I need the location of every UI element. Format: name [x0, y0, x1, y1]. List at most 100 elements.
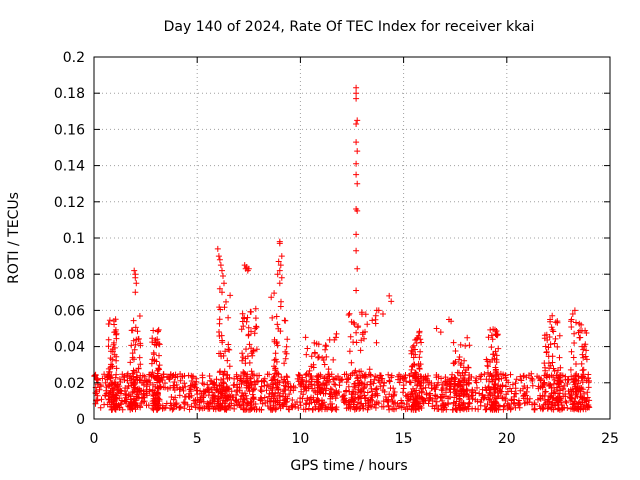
data-point: [152, 374, 159, 381]
data-point: [112, 403, 119, 410]
data-point: [548, 406, 555, 413]
data-point: [302, 400, 309, 407]
data-point: [133, 336, 140, 343]
data-point: [379, 375, 386, 382]
data-point: [152, 337, 159, 344]
data-point: [217, 389, 224, 396]
data-point: [179, 384, 186, 391]
data-point: [551, 377, 558, 383]
data-point: [353, 231, 360, 238]
data-point: [205, 392, 212, 399]
data-point: [393, 405, 400, 412]
data-point: [545, 353, 552, 360]
data-point: [433, 402, 439, 409]
data-point: [188, 378, 195, 384]
data-point: [239, 350, 246, 357]
data-point: [386, 292, 393, 299]
data-point: [243, 346, 249, 353]
data-point: [296, 372, 303, 379]
data-point: [231, 375, 238, 382]
data-point: [369, 388, 375, 395]
data-point: [153, 406, 160, 413]
data-point: [555, 405, 562, 412]
data-point: [526, 399, 533, 406]
data-point: [520, 372, 527, 379]
data-point: [343, 379, 350, 386]
data-point: [460, 379, 467, 386]
data-point: [546, 398, 553, 405]
data-point: [579, 351, 586, 358]
data-point: [99, 375, 106, 382]
data-point: [323, 343, 330, 350]
data-point: [537, 384, 544, 391]
data-point: [95, 377, 101, 384]
data-point: [97, 404, 104, 411]
data-point: [156, 352, 162, 359]
data-point: [366, 366, 373, 373]
data-point: [312, 350, 318, 357]
data-point: [132, 324, 139, 331]
data-point: [508, 396, 515, 403]
data-point: [400, 385, 407, 392]
data-point: [412, 393, 419, 400]
data-point: [278, 298, 284, 305]
data-point: [269, 314, 276, 321]
data-point: [456, 354, 463, 360]
data-point: [302, 384, 309, 391]
data-point: [193, 387, 200, 394]
data-point: [275, 325, 282, 332]
data-point: [407, 379, 414, 386]
data-point: [415, 362, 422, 369]
data-point: [520, 385, 526, 392]
data-point: [457, 372, 464, 379]
data-point: [184, 401, 191, 408]
data-point: [223, 298, 229, 305]
data-point: [580, 406, 587, 413]
data-point: [388, 298, 395, 305]
data-point: [367, 396, 374, 403]
data-point: [389, 398, 396, 405]
data-point: [554, 380, 560, 387]
data-point: [151, 402, 157, 409]
data-point: [328, 386, 335, 393]
data-point: [156, 378, 163, 385]
data-point: [417, 348, 424, 355]
data-point: [450, 399, 457, 406]
data-point: [336, 382, 343, 389]
x-tick-label: 5: [193, 431, 202, 447]
data-point: [353, 171, 360, 178]
data-point: [353, 287, 360, 294]
data-point: [137, 361, 144, 368]
data-point: [323, 353, 330, 360]
data-point: [353, 84, 360, 91]
data-point: [583, 356, 590, 363]
data-point: [146, 388, 153, 395]
data-point: [423, 391, 430, 398]
data-point: [500, 403, 507, 410]
data-point: [225, 346, 232, 353]
data-point: [472, 405, 479, 412]
data-point: [111, 321, 118, 328]
data-point: [353, 95, 360, 102]
data-point: [275, 258, 282, 265]
data-point: [354, 180, 361, 187]
data-point: [582, 341, 589, 348]
data-point: [353, 160, 360, 167]
data-point: [239, 318, 246, 325]
data-point: [485, 383, 492, 390]
data-point: [580, 354, 587, 361]
data-point: [154, 328, 161, 335]
data-point: [503, 377, 510, 384]
data-point: [570, 354, 577, 361]
data-point: [492, 366, 499, 373]
data-point: [360, 403, 367, 409]
data-point: [385, 397, 392, 404]
data-point: [547, 381, 554, 388]
data-point: [251, 330, 258, 337]
data-point: [334, 390, 340, 397]
data-point: [249, 396, 256, 402]
data-point: [542, 364, 548, 371]
data-point: [560, 386, 566, 393]
data-point: [280, 378, 287, 385]
data-point: [580, 371, 587, 378]
